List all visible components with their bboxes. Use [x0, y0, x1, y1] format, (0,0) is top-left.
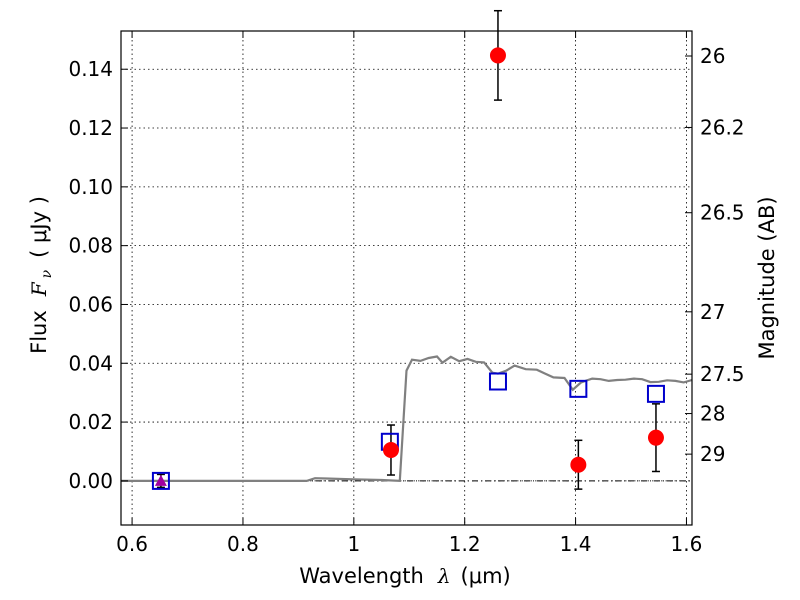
- y-tick-label: 0.08: [68, 234, 113, 258]
- plot-frame: [120, 30, 693, 526]
- x-tick-label: 1.6: [671, 532, 703, 556]
- right-axis-tick-label: 27.5: [700, 362, 745, 386]
- y-tick-label: 0.12: [68, 116, 113, 140]
- right-axis-tick-label: 26: [700, 44, 725, 68]
- x-tick-label: 0.6: [116, 532, 148, 556]
- y-tick-label: 0.04: [68, 351, 113, 375]
- x-tick-label: 1: [347, 532, 360, 556]
- model-spectrum: [121, 355, 693, 483]
- x-tick-label: 1.4: [560, 532, 592, 556]
- axis-ticks: [121, 31, 692, 525]
- model-spectrum-line: [121, 355, 693, 483]
- x-tick-label: 1.2: [449, 532, 481, 556]
- y-tick-label: 0.14: [68, 57, 113, 81]
- x-axis-title: Wavelength λ (μm): [299, 564, 510, 588]
- right-axis-tick-label: 29: [700, 442, 725, 466]
- error-bars: [156, 9, 660, 490]
- y-tick-label: 0.00: [68, 469, 113, 493]
- y-axis-title: Flux F ν ( μJy ): [27, 196, 55, 354]
- y-tick-label: 0.10: [68, 175, 113, 199]
- y-tick-label: 0.02: [68, 410, 113, 434]
- observed-point: [647, 429, 664, 446]
- right-axis-tick-label: 28: [700, 402, 725, 426]
- model-photometry-square: [646, 384, 665, 403]
- tick-labels: 0.6 0.8 1 1.2 1.4 1.6 0.00 0.02 0.04 0.06 0.08 0.10…: [68, 44, 744, 556]
- upper-limit-triangle: [154, 474, 167, 486]
- observed-point: [382, 442, 399, 459]
- x-tick-label: 0.8: [227, 532, 259, 556]
- grid-lines: [121, 31, 692, 525]
- observed-point: [570, 456, 587, 473]
- right-axis-tick-label: 26.2: [700, 115, 745, 139]
- y-tick-label: 0.06: [68, 292, 113, 316]
- data-markers: [151, 47, 665, 490]
- right-axis-tick-label: 26.5: [700, 201, 745, 225]
- right-axis-tick-label: 27: [700, 300, 725, 324]
- model-photometry-square: [488, 372, 507, 391]
- model-photometry-square: [151, 471, 170, 490]
- right-axis-title: Magnitude (AB): [755, 196, 779, 359]
- model-photometry-square: [569, 379, 588, 398]
- observed-point: [489, 47, 506, 64]
